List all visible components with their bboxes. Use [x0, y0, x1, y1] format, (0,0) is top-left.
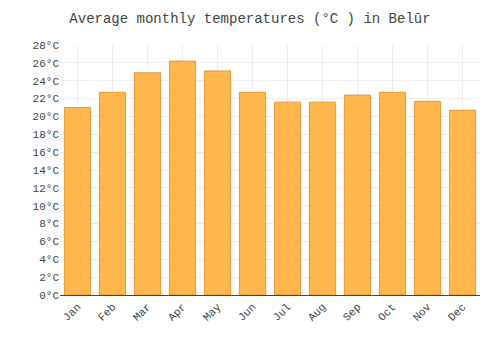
svg-text:6°C: 6°C [39, 236, 59, 248]
svg-text:Apr: Apr [166, 301, 188, 323]
svg-text:26°C: 26°C [33, 58, 60, 70]
svg-text:20°C: 20°C [33, 111, 60, 123]
svg-text:12°C: 12°C [33, 183, 60, 195]
svg-text:Mar: Mar [131, 301, 153, 323]
svg-text:Feb: Feb [96, 301, 118, 323]
svg-text:May: May [201, 301, 224, 324]
svg-text:0°C: 0°C [39, 290, 59, 302]
svg-text:Oct: Oct [376, 301, 398, 323]
svg-text:Dec: Dec [446, 301, 468, 323]
svg-text:22°C: 22°C [33, 93, 60, 105]
svg-text:Average monthly temperatures (: Average monthly temperatures (°C ) in Be… [69, 11, 430, 27]
svg-text:18°C: 18°C [33, 129, 60, 141]
svg-text:Jul: Jul [271, 301, 293, 323]
svg-text:4°C: 4°C [39, 254, 59, 266]
svg-text:28°C: 28°C [33, 40, 60, 52]
svg-text:24°C: 24°C [33, 76, 60, 88]
svg-text:8°C: 8°C [39, 218, 59, 230]
svg-text:Jun: Jun [236, 301, 258, 323]
svg-text:Aug: Aug [306, 301, 328, 323]
svg-text:16°C: 16°C [33, 147, 60, 159]
svg-text:Jan: Jan [61, 301, 83, 323]
svg-text:2°C: 2°C [39, 272, 59, 284]
svg-text:Sep: Sep [341, 301, 363, 323]
svg-text:14°C: 14°C [33, 165, 60, 177]
svg-text:Nov: Nov [411, 301, 434, 324]
svg-text:10°C: 10°C [33, 201, 60, 213]
